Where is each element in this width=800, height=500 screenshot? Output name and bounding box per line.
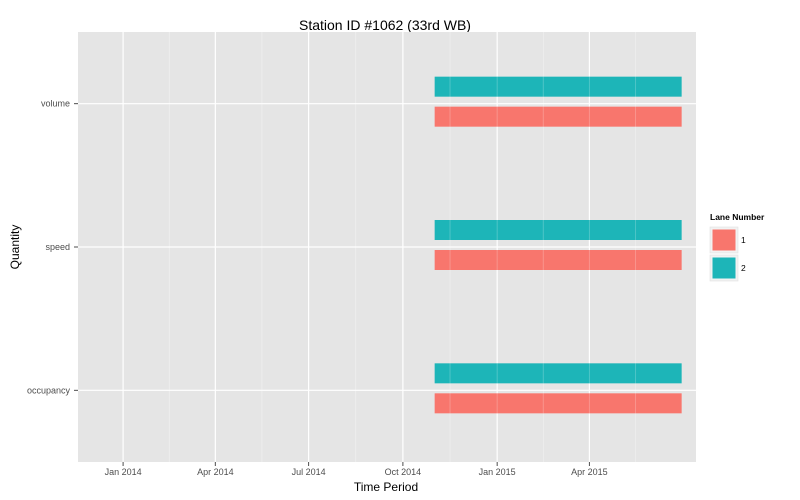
- x-tick-label: Oct 2014: [385, 467, 422, 477]
- y-tick-label: volume: [41, 99, 70, 109]
- y-tick-label: speed: [45, 242, 70, 252]
- x-tick-label: Jan 2015: [479, 467, 516, 477]
- x-tick-label: Jan 2014: [105, 467, 142, 477]
- legend-swatch-1: [712, 229, 736, 251]
- y-tick-label: occupancy: [27, 385, 71, 395]
- bar-lane-1-occupancy: [434, 393, 682, 414]
- x-tick-label: Apr 2015: [571, 467, 608, 477]
- legend: Lane Number 1 2: [709, 212, 765, 282]
- bar-lane-1-speed: [434, 250, 682, 270]
- bar-lane-2-speed: [434, 220, 682, 240]
- y-axis: volume speed occupancy: [27, 99, 78, 395]
- major-gridlines: [78, 32, 696, 462]
- x-tick-label: Jul 2014: [292, 467, 326, 477]
- bar-lane-2-volume: [434, 76, 682, 97]
- x-tick-label: Apr 2014: [197, 467, 234, 477]
- bar-lane-1-volume: [434, 106, 682, 127]
- x-axis: Jan 2014 Apr 2014 Jul 2014 Oct 2014 Jan 2015…: [105, 462, 608, 477]
- bars-layer: [434, 76, 682, 414]
- chart-title: Station ID #1062 (33rd WB): [299, 17, 471, 33]
- legend-label-2: 2: [741, 263, 746, 273]
- bar-lane-2-occupancy: [434, 363, 682, 384]
- x-axis-title: Time Period: [354, 480, 418, 494]
- legend-title: Lane Number: [710, 212, 765, 222]
- y-axis-title: Quantity: [8, 225, 22, 270]
- legend-swatch-2: [712, 257, 736, 279]
- legend-label-1: 1: [741, 235, 746, 245]
